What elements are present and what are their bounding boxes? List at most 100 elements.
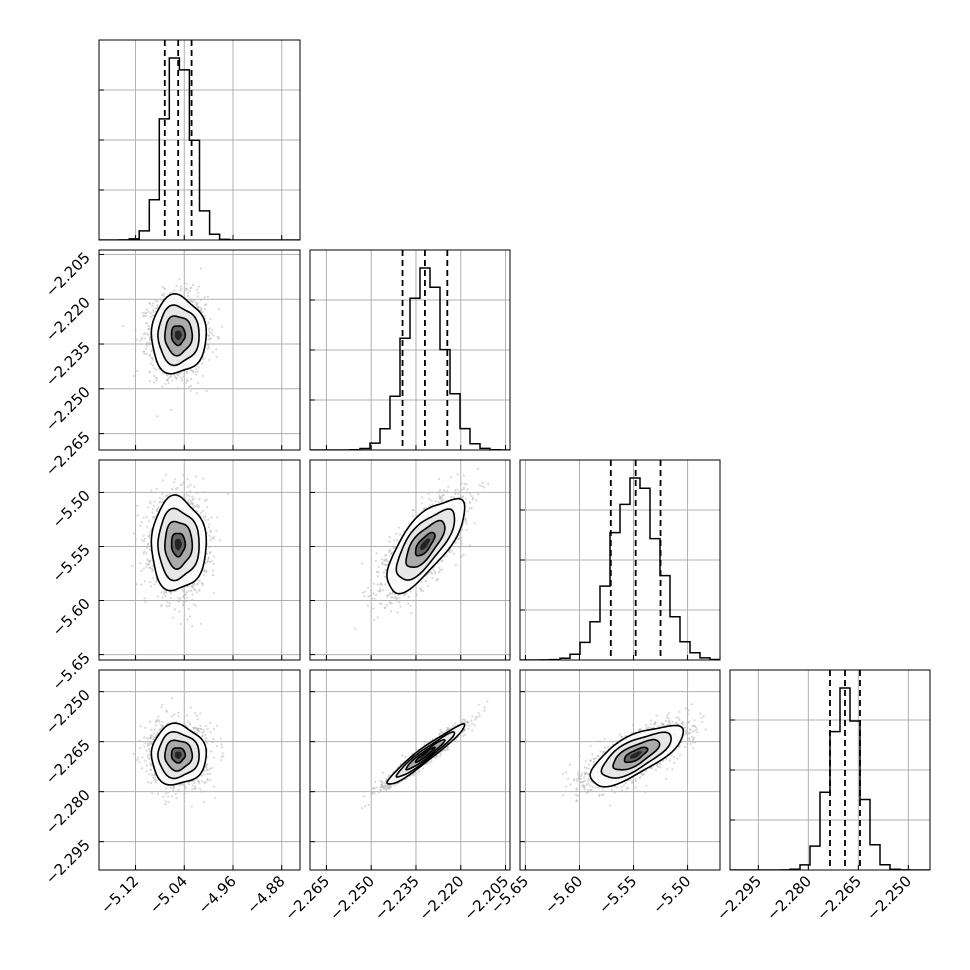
sample-point xyxy=(200,308,203,311)
sample-point xyxy=(140,569,143,572)
sample-point xyxy=(170,592,173,595)
sample-point xyxy=(458,546,461,549)
sample-point xyxy=(164,382,167,385)
sample-point xyxy=(152,577,155,580)
sample-point xyxy=(390,602,393,605)
sample-point xyxy=(147,325,150,328)
sample-point xyxy=(145,515,148,519)
sample-point xyxy=(198,589,201,593)
sample-point xyxy=(464,520,467,523)
sample-point xyxy=(420,502,423,505)
sample-point xyxy=(399,605,402,608)
sample-point xyxy=(171,379,174,382)
contour-line xyxy=(157,304,200,367)
sample-point xyxy=(161,285,164,288)
sample-point xyxy=(208,327,211,330)
sample-point xyxy=(185,593,188,596)
sample-point xyxy=(143,352,146,355)
sample-point xyxy=(155,487,158,490)
sample-point xyxy=(391,596,394,599)
sample-point xyxy=(403,594,406,597)
sample-point xyxy=(428,504,431,507)
sample-point xyxy=(152,504,155,507)
sample-point xyxy=(363,595,366,598)
sample-point xyxy=(183,596,186,599)
axis-frame xyxy=(98,39,301,241)
sample-point xyxy=(199,622,202,625)
sample-point xyxy=(378,589,381,593)
sample-point xyxy=(226,492,229,495)
sample-point xyxy=(167,376,170,380)
sample-point xyxy=(142,314,145,318)
sample-point xyxy=(443,489,446,492)
sample-point xyxy=(196,302,199,305)
sample-point xyxy=(466,488,469,491)
sample-point xyxy=(179,622,183,626)
sample-point xyxy=(460,488,463,491)
sample-point xyxy=(388,540,391,543)
sample-point xyxy=(189,615,192,618)
sample-point xyxy=(147,520,150,523)
sample-point xyxy=(134,329,137,332)
sample-point xyxy=(176,486,179,490)
sample-point xyxy=(182,590,185,593)
panel-2-1 xyxy=(309,459,511,661)
sample-point xyxy=(182,375,185,378)
sample-point xyxy=(158,496,161,499)
sample-point xyxy=(208,331,211,334)
sample-point xyxy=(196,370,199,373)
sample-point xyxy=(454,492,457,496)
sample-point xyxy=(437,500,440,504)
sample-point xyxy=(407,595,410,598)
sample-point xyxy=(462,486,465,489)
sample-point xyxy=(186,371,189,374)
sample-point xyxy=(164,594,167,598)
sample-point xyxy=(473,522,476,525)
sample-point xyxy=(209,538,212,542)
sample-point xyxy=(143,580,146,583)
sample-point xyxy=(160,293,164,296)
sample-point xyxy=(195,288,198,291)
sample-point xyxy=(398,596,401,600)
sample-point xyxy=(142,567,145,570)
sample-point xyxy=(378,602,381,605)
sample-point xyxy=(386,560,389,563)
sample-point xyxy=(135,583,138,586)
sample-point xyxy=(419,589,423,592)
sample-point xyxy=(201,374,204,377)
sample-point xyxy=(454,489,457,492)
sample-point xyxy=(180,379,184,382)
sample-point xyxy=(147,342,150,345)
sample-point xyxy=(221,325,224,328)
sample-point xyxy=(159,605,162,608)
sample-point xyxy=(372,607,375,610)
contour-line xyxy=(150,292,208,375)
sample-point xyxy=(208,358,211,361)
sample-point xyxy=(200,511,203,514)
sample-point xyxy=(210,536,214,539)
contour-line xyxy=(163,315,194,357)
panel-2-0: −5.65−5.60−5.55−5.50 xyxy=(49,459,301,694)
sample-point xyxy=(421,590,425,593)
sample-point xyxy=(185,287,188,290)
sample-point xyxy=(166,379,169,382)
sample-point xyxy=(142,350,145,353)
sample-point xyxy=(135,504,139,507)
sample-point xyxy=(173,374,176,377)
sample-point xyxy=(149,585,152,588)
sample-point xyxy=(151,314,154,317)
sample-point xyxy=(194,604,198,607)
sample-point xyxy=(173,478,176,481)
sample-point xyxy=(428,497,431,500)
sample-point xyxy=(181,588,184,591)
sample-point xyxy=(202,516,205,519)
sample-point xyxy=(178,610,181,613)
sample-point xyxy=(210,516,213,519)
sample-point xyxy=(374,559,377,563)
sample-point xyxy=(438,491,441,494)
sample-point xyxy=(147,333,150,336)
sample-point xyxy=(177,387,180,390)
sample-point xyxy=(145,546,149,550)
sample-point xyxy=(464,518,467,521)
sample-point xyxy=(173,289,176,292)
